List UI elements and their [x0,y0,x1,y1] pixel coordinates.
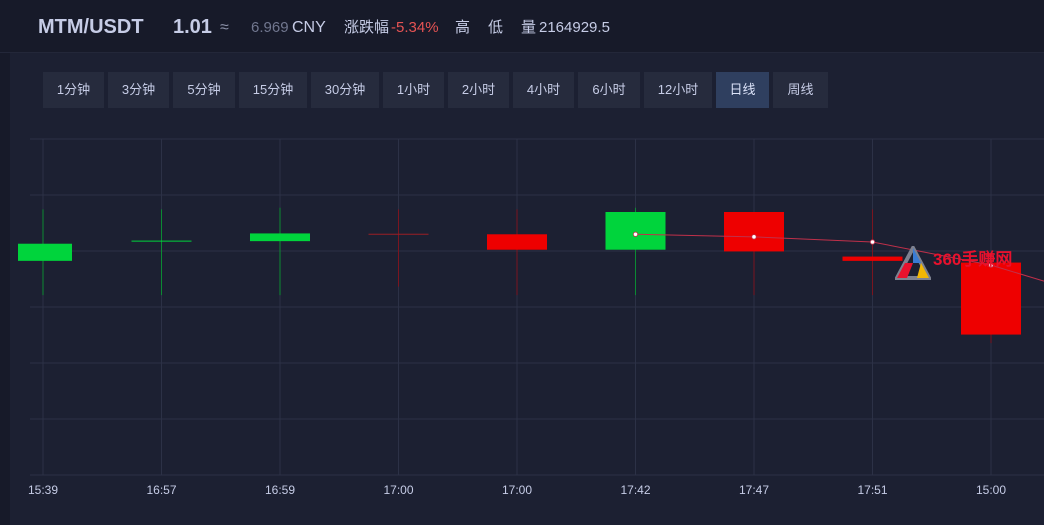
candle-body [724,212,784,252]
interval-2h[interactable]: 2小时 [448,72,509,108]
interval-12h[interactable]: 12小时 [644,72,712,108]
interval-3min[interactable]: 3分钟 [108,72,169,108]
x-axis-label: 15:00 [976,483,1006,497]
x-axis-label: 17:42 [620,483,650,497]
x-axis-label: 16:57 [146,483,176,497]
low-label: 低 [488,19,504,36]
change-value: -5.34% [391,19,439,36]
candle-body [487,234,547,250]
x-axis-label: 17:00 [502,483,532,497]
ma-point [988,262,994,268]
change-label: 涨跌幅 [344,19,390,36]
volume-value: 2164929.5 [539,19,610,36]
ma-point [632,231,639,237]
cny-unit: CNY [292,19,326,36]
candle-body [842,256,903,261]
x-axis-label: 16:59 [265,483,295,497]
ticker-header: MTM/USDT 1.01 ≈ 6.969 CNY 涨跌幅 -5.34% 高 低… [0,0,1044,53]
last-price: 1.01 [173,16,212,38]
x-axis-label: 17:51 [857,483,887,497]
cny-value: 6.969 [251,19,289,36]
ma-point [869,239,876,245]
interval-weekly[interactable]: 周线 [773,72,828,108]
interval-6h[interactable]: 6小时 [578,72,640,108]
candle-body [18,243,72,261]
interval-15min[interactable]: 15分钟 [239,72,307,108]
interval-1min[interactable]: 1分钟 [43,72,104,108]
watermark-text: 360手赚网 [933,250,1013,269]
approx-symbol: ≈ [220,19,229,36]
watermark-logo: 360手赚网 [895,246,1035,282]
high-label: 高 [455,19,471,36]
volume-label: 量 [521,19,537,36]
ma-point [751,234,757,240]
chart-panel [10,53,1044,525]
x-axis-label: 17:47 [739,483,769,497]
interval-30min[interactable]: 30分钟 [311,72,379,108]
watermark-triangle-icon [895,246,931,280]
pair-name: MTM/USDT [38,16,144,38]
candle-body [250,233,310,242]
candle-body [605,212,666,250]
interval-daily[interactable]: 日线 [716,72,769,108]
interval-5min[interactable]: 5分钟 [173,72,235,108]
interval-1h[interactable]: 1小时 [383,72,444,108]
x-axis-label: 15:39 [28,483,58,497]
interval-4h[interactable]: 4小时 [513,72,574,108]
candle-body [961,262,1021,335]
x-axis-label: 17:00 [383,483,413,497]
